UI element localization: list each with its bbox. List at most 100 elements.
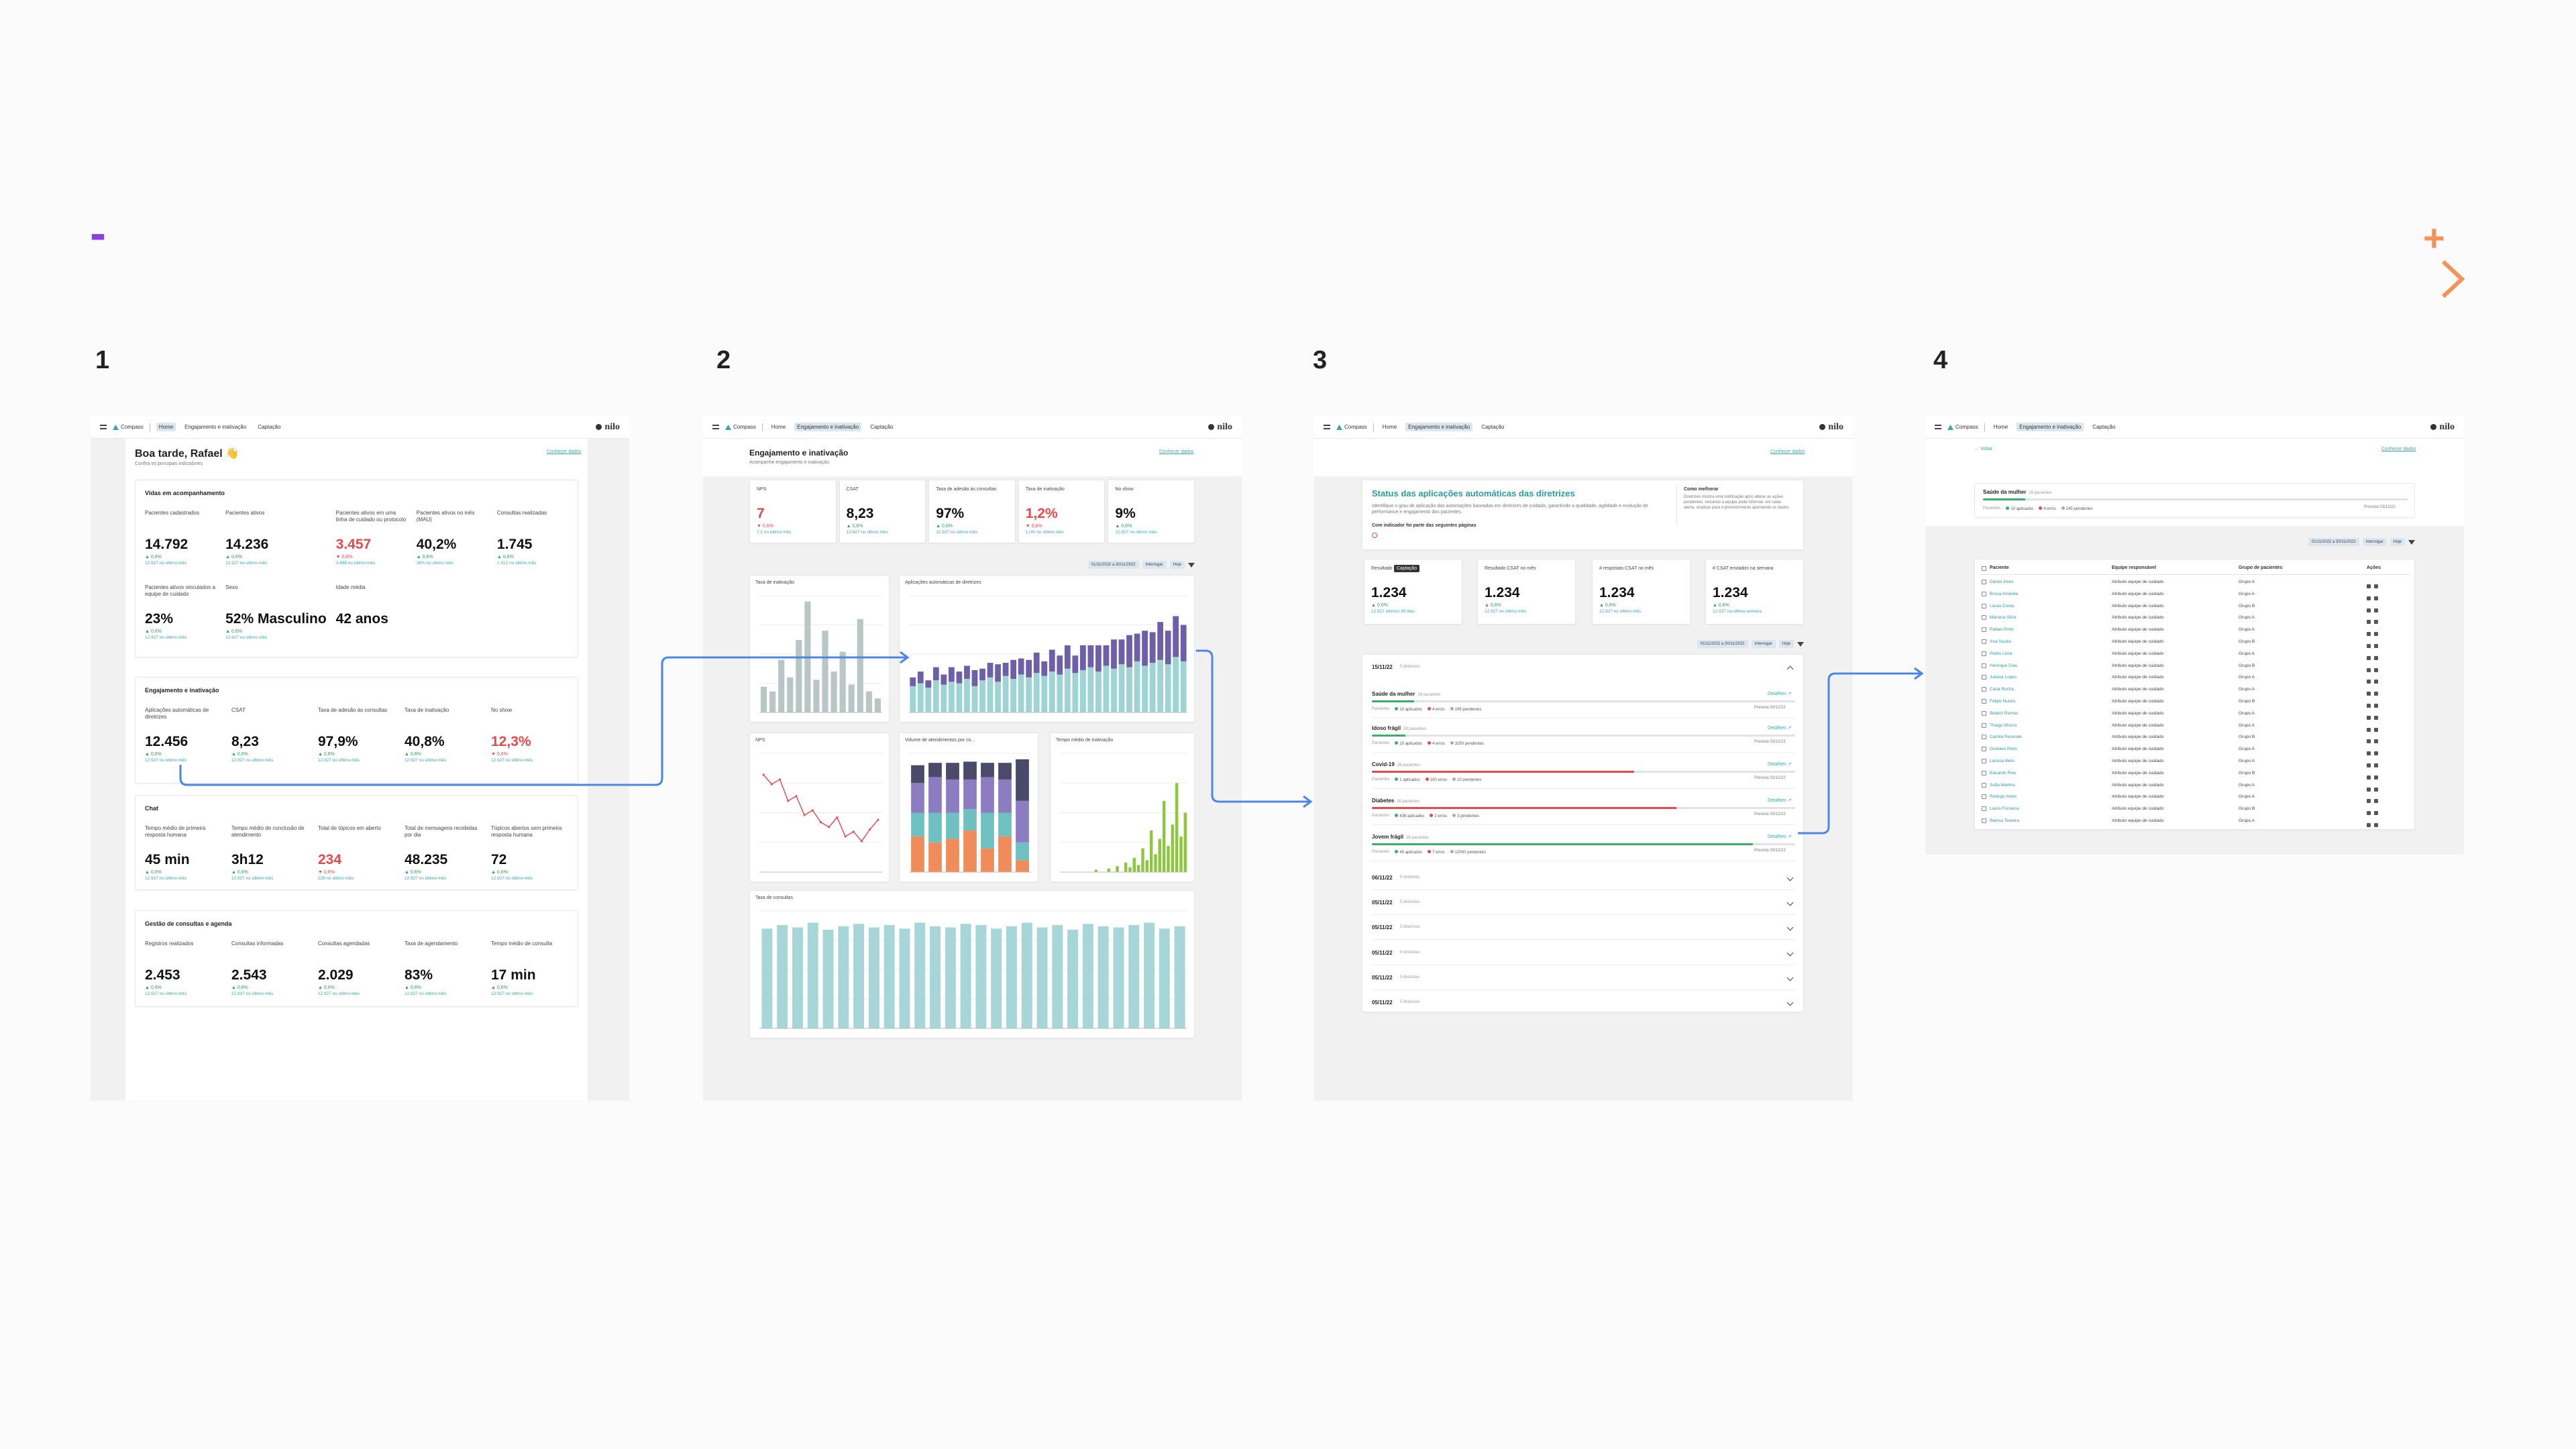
chevron (1786, 874, 1794, 881)
details-link[interactable]: Detalhes ↗ (1768, 798, 1792, 803)
nav-item[interactable]: Captação (2092, 424, 2116, 430)
row-checkbox[interactable] (1982, 639, 1986, 644)
nav-item[interactable]: Home (1993, 424, 2008, 430)
patient-name[interactable]: Bruna Almeida (1990, 591, 2019, 596)
details-link[interactable]: Detalhes ↗ (1768, 692, 1792, 696)
bar (822, 631, 828, 712)
due-date: Prevista 03/12/22 (1754, 706, 1786, 710)
row-checkbox[interactable] (1982, 615, 1986, 621)
kpi-delta: ▲ 0,6% (1485, 603, 1501, 608)
chart-title: NPS (755, 738, 765, 743)
logo: nilo (1208, 422, 1232, 433)
nav-item[interactable]: Captação (258, 424, 281, 430)
patient-name[interactable]: Carla Rocha (1990, 687, 2015, 692)
row-checkbox[interactable] (1982, 699, 1986, 704)
patient-name[interactable]: Juliana Lopes (1990, 675, 2017, 680)
link[interactable]: Conhecer dados (2381, 447, 2416, 451)
row-checkbox[interactable] (1982, 687, 1986, 692)
filter-chip[interactable]: 01/11/2022 a 30/11/2022 (1697, 640, 1748, 648)
details-link[interactable]: Detalhes ↗ (1768, 762, 1792, 767)
filter-chip[interactable]: 01/11/2022 a 30/11/2022 (2308, 538, 2359, 546)
bar-segment (1064, 668, 1071, 712)
patient-name[interactable]: Felipe Nunes (1990, 699, 2016, 704)
row-checkbox[interactable] (1982, 782, 1986, 788)
row-checkbox[interactable] (1982, 710, 1986, 716)
row-checkbox[interactable] (1982, 735, 1986, 740)
row-checkbox[interactable] (1982, 818, 1986, 823)
row-checkbox[interactable] (1982, 806, 1986, 812)
back-link[interactable]: ← Voltar (1974, 447, 1992, 451)
screen: Compass Home Engajamento e inativação Capta… (91, 416, 629, 1101)
nav-item[interactable]: Engajamento e inativação (1405, 423, 1473, 431)
kpi-delta: ▲ 0,6% (318, 752, 335, 757)
details-link[interactable]: Detalhes ↗ (1768, 835, 1792, 839)
patient-name[interactable]: Rodrigo Alves (1990, 794, 2017, 800)
cell: Grupo B (2239, 735, 2255, 740)
patient-name[interactable]: Larissa Melo (1990, 759, 2015, 763)
action-icon (2374, 620, 2378, 625)
patient-name[interactable]: Bianca Teixeira (1990, 818, 2019, 823)
patient-name[interactable]: Sofia Martins (1990, 782, 2015, 788)
kpi-card: Taxa de inativação 1,2% ▼ 0,6% 1,0% no últi… (1018, 480, 1106, 543)
link[interactable]: Conhecer dados (1770, 449, 1805, 454)
row-checkbox[interactable] (1982, 675, 1986, 680)
filter-chip[interactable]: Hoje (1778, 640, 1794, 648)
nav-item[interactable]: Home (1382, 424, 1397, 430)
nav-item[interactable]: Captação (1481, 424, 1505, 430)
patient-name[interactable]: Laura Fonseca (1990, 806, 2019, 812)
filter-chip[interactable]: Interrogar (1751, 640, 1776, 648)
row-actions (2367, 711, 2387, 720)
row-checkbox[interactable] (1982, 627, 1986, 633)
row-checkbox[interactable] (1982, 722, 1986, 728)
nav-item[interactable]: Engajamento e inativação (184, 424, 247, 430)
progress-fill (1372, 843, 1753, 845)
kpi-value: 83% (405, 967, 433, 983)
patient-name[interactable]: Gustavo Pires (1990, 747, 2017, 752)
link[interactable]: Conhecer dados (547, 449, 582, 454)
patient-name[interactable]: Henrique Dias (1990, 663, 2018, 668)
kpi-grid: Pacientes cadastrados 14.792 ▲ 0,6% 12.927 … (136, 496, 578, 640)
patient-name[interactable]: Daniel Alves (1990, 580, 2014, 584)
row-checkbox[interactable] (1982, 663, 1986, 668)
patient-name[interactable]: Ana Souza (1990, 639, 2011, 644)
row-checkbox[interactable] (1982, 747, 1986, 752)
stat-dot (1450, 849, 1454, 853)
kpi-label: Consultas informadas (231, 941, 284, 947)
filter-chip[interactable]: Interrogar (2362, 538, 2387, 546)
filter-chip[interactable]: 01/11/2022 a 30/11/2022 (1087, 561, 1139, 569)
patient-name[interactable]: Pedro Lima (1990, 651, 2012, 656)
row-checkbox[interactable] (1982, 794, 1986, 800)
row-checkbox[interactable] (1982, 770, 1986, 775)
row-checkbox[interactable] (1982, 759, 1986, 763)
kpi-grid: Registros realizados 2.453 ▲ 0,6% 12.927 no… (136, 927, 578, 996)
nav-item[interactable]: Engajamento e inativação (2017, 423, 2084, 431)
item-count: 28 pacientes (1397, 763, 1420, 767)
kpi-delta: ▼ 0,6% (1025, 524, 1042, 529)
patient-name[interactable]: Eduardo Reis (1990, 770, 2017, 775)
row-checkbox[interactable] (1982, 591, 1986, 596)
row-checkbox[interactable] (1982, 580, 1986, 584)
filter-chip[interactable]: Hoje (2390, 538, 2405, 546)
link[interactable]: Conhecer dados (1159, 449, 1194, 454)
nav-item[interactable]: Captação (870, 424, 894, 430)
nav-item[interactable]: Home (156, 423, 176, 431)
patient-name[interactable]: Beatriz Ramos (1990, 710, 2019, 716)
row-checkbox[interactable] (1982, 603, 1986, 608)
item-stats: Pacientes 1 aplicados 100 erros 10 pendente… (1372, 776, 1707, 783)
patient-name[interactable]: Rafael Pinto (1990, 627, 2014, 633)
bar-segment (946, 763, 959, 780)
divider (1372, 1014, 1795, 1015)
filter-chip[interactable]: Interrogar (1142, 561, 1167, 569)
filter-chip[interactable]: Hoje (1169, 561, 1185, 569)
cell: Atributo equipe de cuidado (2112, 651, 2164, 656)
nav-item[interactable]: Engajamento e inativação (794, 423, 862, 431)
patient-name[interactable]: Mariana Silva (1990, 615, 2017, 621)
progress-track (1372, 771, 1795, 773)
bar-segment (1111, 639, 1117, 669)
row-checkbox[interactable] (1982, 651, 1986, 656)
patient-name[interactable]: Camila Rezende (1990, 735, 2023, 740)
patient-name[interactable]: Lucas Costa (1990, 603, 2015, 608)
patient-name[interactable]: Thiago Moura (1990, 722, 2017, 728)
nav-item[interactable]: Home (771, 424, 786, 430)
details-link[interactable]: Detalhes ↗ (1768, 726, 1792, 731)
